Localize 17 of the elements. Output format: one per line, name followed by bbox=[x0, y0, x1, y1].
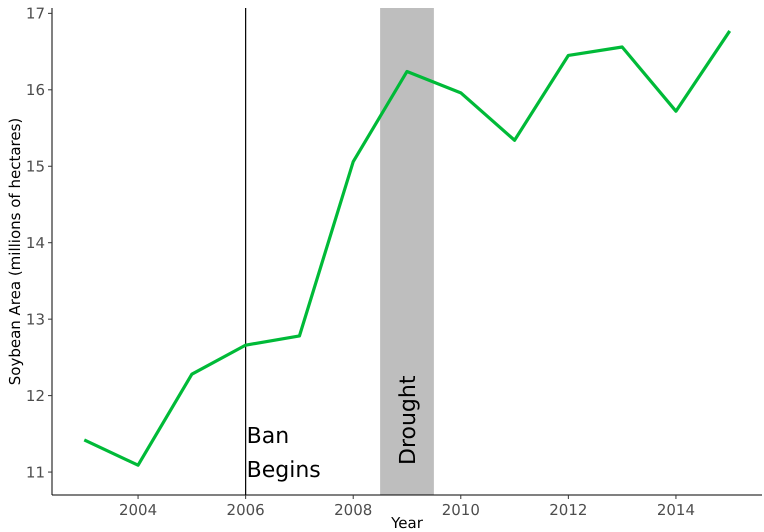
y-axis-title: Soybean Area (millions of hectares) bbox=[6, 118, 24, 386]
ref-line-label: Ban Begins bbox=[246, 424, 321, 483]
x-tick-label: 2014 bbox=[656, 501, 696, 519]
y-tick-label: 17 bbox=[26, 4, 45, 23]
band-label: Drought bbox=[396, 375, 421, 465]
y-tick-label: 16 bbox=[26, 81, 45, 100]
x-tick-label: 2006 bbox=[226, 501, 265, 519]
x-axis-title: Year bbox=[390, 514, 424, 532]
y-tick-label: 12 bbox=[26, 386, 45, 405]
y-tick-label: 13 bbox=[26, 310, 45, 328]
y-tick-label: 11 bbox=[26, 463, 45, 482]
y-tick-label: 15 bbox=[26, 158, 45, 176]
x-tick-label: 2004 bbox=[118, 501, 158, 519]
x-tick-label: 2012 bbox=[549, 501, 588, 519]
x-tick-label: 2010 bbox=[442, 501, 480, 519]
x-tick-label: 2008 bbox=[334, 501, 372, 519]
y-tick-label: 14 bbox=[26, 234, 45, 252]
